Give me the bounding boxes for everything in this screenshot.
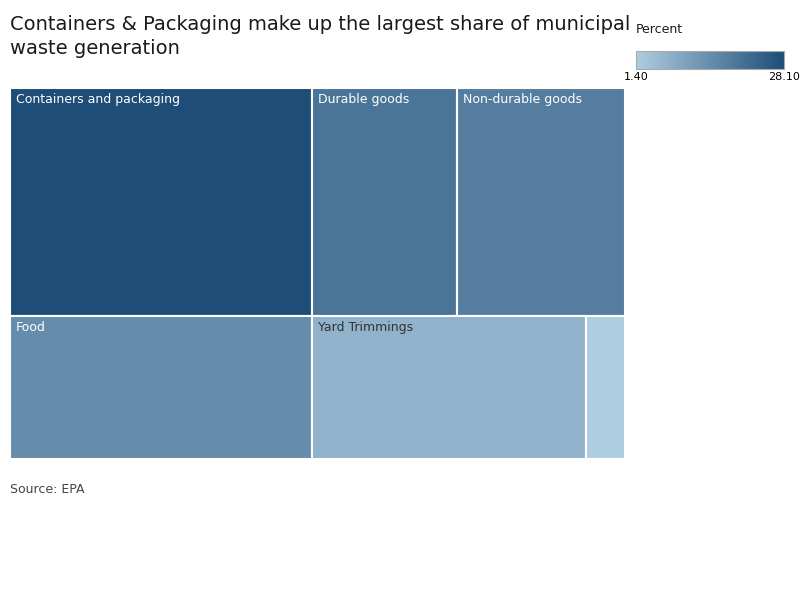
Text: Durable goods: Durable goods bbox=[318, 92, 410, 106]
Text: Containers & Packaging make up the largest share of municipal
waste generation: Containers & Packaging make up the large… bbox=[10, 15, 630, 58]
Bar bbox=[10, 316, 312, 459]
Text: Percent: Percent bbox=[636, 23, 683, 36]
Text: Containers and packaging: Containers and packaging bbox=[16, 92, 180, 106]
Text: Source: EPA: Source: EPA bbox=[10, 483, 84, 496]
Bar bbox=[457, 88, 625, 316]
Bar bbox=[10, 88, 312, 316]
Bar bbox=[312, 88, 457, 316]
Bar bbox=[586, 316, 625, 459]
Text: Food: Food bbox=[16, 320, 46, 334]
Text: Yard Trimmings: Yard Trimmings bbox=[318, 320, 414, 334]
Text: Non-durable goods: Non-durable goods bbox=[463, 92, 582, 106]
Bar bbox=[312, 316, 586, 459]
